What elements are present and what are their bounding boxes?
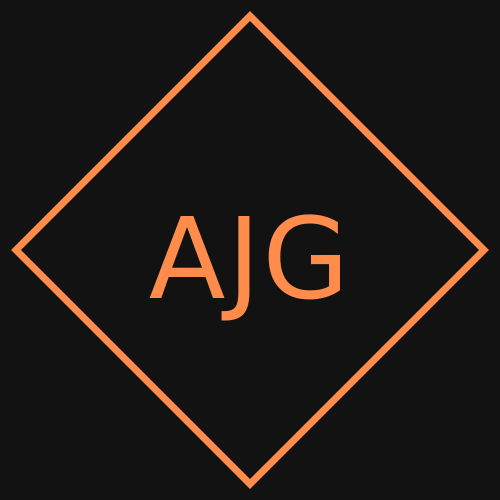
monogram-text: AJG	[149, 195, 351, 325]
diamond-frame	[11, 11, 489, 489]
